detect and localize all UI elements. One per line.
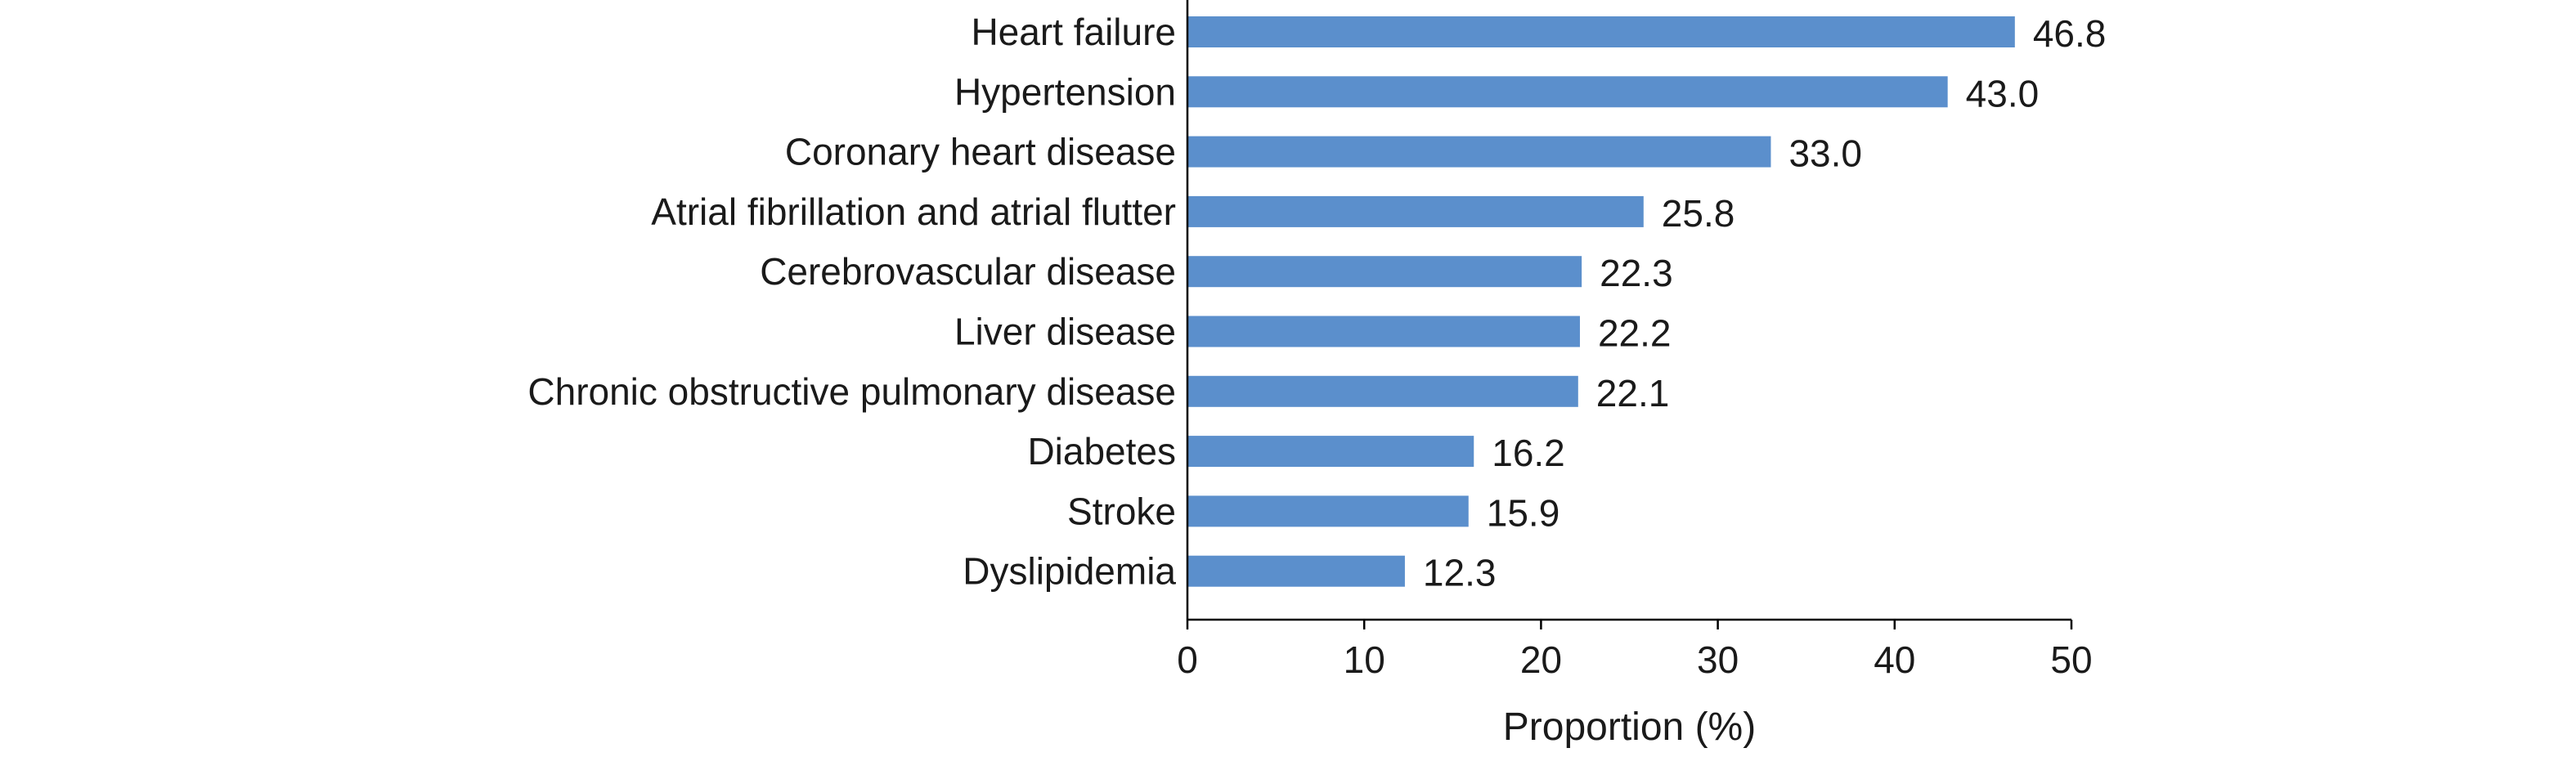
- x-ticks-group: 0 10 20 30 40 50: [1177, 620, 2093, 681]
- x-tick-label-4: 40: [1874, 638, 1915, 681]
- value-label-5: 22.2: [1598, 312, 1672, 355]
- category-label-5: Liver disease: [954, 311, 1176, 353]
- value-label-4: 22.3: [1600, 252, 1673, 294]
- category-label-2: Coronary heart disease: [785, 131, 1176, 173]
- value-label-8: 15.9: [1487, 491, 1560, 534]
- category-label-8: Stroke: [1067, 490, 1176, 532]
- value-label-3: 25.8: [1662, 192, 1735, 235]
- value-label-9: 12.3: [1423, 552, 1497, 594]
- category-labels-group: Heart failure Hypertension Coronary heart …: [527, 11, 1176, 593]
- x-tick-label-5: 50: [2050, 638, 2092, 681]
- category-label-9: Dyslipidemia: [963, 550, 1176, 593]
- bar-4: [1187, 256, 1582, 288]
- value-label-2: 33.0: [1788, 132, 1862, 175]
- category-label-0: Heart failure: [971, 11, 1176, 53]
- x-axis-title: Proportion (%): [1503, 705, 1756, 749]
- x-tick-label-2: 20: [1520, 638, 1562, 681]
- value-label-0: 46.8: [2033, 12, 2107, 55]
- bars-group: [1187, 16, 2015, 587]
- bar-0: [1187, 16, 2015, 47]
- category-label-6: Chronic obstructive pulmonary disease: [527, 370, 1176, 413]
- category-label-1: Hypertension: [954, 70, 1176, 113]
- bar-1: [1187, 76, 1948, 108]
- value-label-1: 43.0: [1966, 72, 2040, 114]
- bar-3: [1187, 195, 1644, 227]
- bar-6: [1187, 375, 1578, 407]
- value-labels-group: 46.8 43.0 33.0 25.8 22.3 22.2 22.1 16.2 15.9 12.3: [1423, 12, 2106, 594]
- value-label-6: 22.1: [1596, 372, 1670, 414]
- bar-7: [1187, 436, 1474, 468]
- x-tick-label-1: 10: [1344, 638, 1385, 681]
- x-tick-label-0: 0: [1177, 638, 1198, 681]
- bar-5: [1187, 316, 1580, 347]
- bar-8: [1187, 495, 1469, 527]
- category-label-4: Cerebrovascular disease: [760, 250, 1176, 293]
- category-label-3: Atrial fibrillation and atrial flutter: [651, 190, 1176, 233]
- bar-2: [1187, 136, 1771, 168]
- category-label-7: Diabetes: [1027, 430, 1176, 473]
- value-label-7: 16.2: [1492, 432, 1565, 474]
- x-tick-label-3: 30: [1697, 638, 1739, 681]
- bar-9: [1187, 555, 1405, 587]
